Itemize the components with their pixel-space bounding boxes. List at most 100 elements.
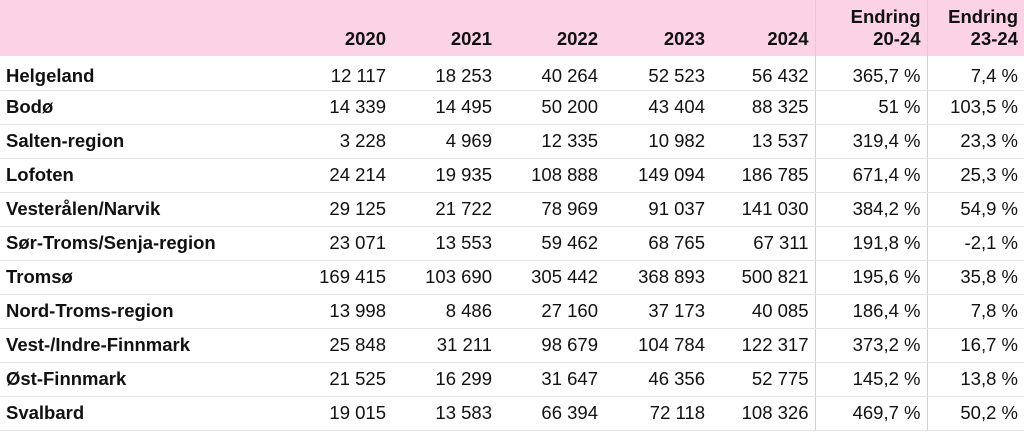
value-2024: 56 432: [711, 56, 815, 91]
value-2021: 103 690: [392, 260, 498, 295]
value-2021: 8 486: [392, 294, 498, 329]
header-endring-20-24-line2: 20-24: [873, 28, 921, 49]
value-2022: 305 442: [498, 260, 604, 295]
header-2023: 2023: [663, 28, 705, 49]
header-2022: 2022: [556, 28, 598, 49]
value-2023: 72 118: [604, 396, 711, 431]
table-row: Vest-/Indre-Finnmark 25 848 31 211 98 679 10…: [0, 328, 1024, 363]
change-23-24: 7,8 %: [926, 294, 1024, 329]
change-20-24: 51 %: [814, 90, 927, 125]
value-2022: 12 335: [498, 124, 604, 159]
value-2020: 13 998: [258, 294, 392, 329]
value-2020: 169 415: [258, 260, 392, 295]
value-2024: 500 821: [711, 260, 815, 295]
value-2021: 18 253: [392, 56, 498, 91]
header-endring-23-24: Endring 23-24: [926, 0, 1024, 56]
value-2022: 50 200: [498, 90, 604, 125]
value-2020: 21 525: [258, 362, 392, 397]
header-2021: 2021: [450, 28, 492, 49]
table-row: Salten-region 3 228 4 969 12 335 10 982 13 53…: [0, 124, 1024, 159]
table-row: Vesterålen/Narvik 29 125 21 722 78 969 91 03…: [0, 192, 1024, 227]
change-20-24: 469,7 %: [814, 396, 927, 431]
change-20-24: 145,2 %: [814, 362, 927, 397]
value-2023: 368 893: [604, 260, 711, 295]
change-23-24: 103,5 %: [926, 90, 1024, 125]
value-2021: 21 722: [392, 192, 498, 227]
change-20-24: 671,4 %: [814, 158, 927, 193]
change-20-24: 195,6 %: [814, 260, 927, 295]
value-2022: 40 264: [498, 56, 604, 91]
value-2022: 78 969: [498, 192, 604, 227]
table-row: Sør-Troms/Senja-region 23 071 13 553 59 462…: [0, 226, 1024, 261]
change-20-24: 186,4 %: [814, 294, 927, 329]
change-23-24: 25,3 %: [926, 158, 1024, 193]
value-2021: 14 495: [392, 90, 498, 125]
change-23-24: 7,4 %: [926, 56, 1024, 91]
change-20-24: 384,2 %: [814, 192, 927, 227]
value-2024: 186 785: [711, 158, 815, 193]
table-row: Øst-Finnmark 21 525 16 299 31 647 46 356 52 7…: [0, 362, 1024, 397]
value-2020: 14 339: [258, 90, 392, 125]
value-2023: 46 356: [604, 362, 711, 397]
region-cell: Vest-/Indre-Finnmark: [0, 328, 258, 363]
change-23-24: -2,1 %: [926, 226, 1024, 261]
change-23-24: 35,8 %: [926, 260, 1024, 295]
value-2020: 3 228: [258, 124, 392, 159]
change-20-24: 365,7 %: [814, 56, 927, 91]
change-23-24: 54,9 %: [926, 192, 1024, 227]
header-row: 2020 2021 2022 2023 2024 Endring 20-24 E…: [0, 0, 1024, 56]
value-2020: 29 125: [258, 192, 392, 227]
change-23-24: 16,7 %: [926, 328, 1024, 363]
region-cell: Tromsø: [0, 260, 258, 295]
value-2020: 19 015: [258, 396, 392, 431]
value-2024: 40 085: [711, 294, 815, 329]
value-2024: 141 030: [711, 192, 815, 227]
value-2022: 98 679: [498, 328, 604, 363]
table-row: Svalbard 19 015 13 583 66 394 72 118 108 326 4…: [0, 396, 1024, 431]
header-endring-20-24: Endring 20-24: [814, 0, 927, 56]
region-cell: Salten-region: [0, 124, 258, 159]
table-row: Tromsø 169 415 103 690 305 442 368 893 500 82…: [0, 260, 1024, 295]
value-2024: 88 325: [711, 90, 815, 125]
value-2023: 43 404: [604, 90, 711, 125]
value-2022: 31 647: [498, 362, 604, 397]
value-2020: 12 117: [258, 56, 392, 91]
value-2021: 13 583: [392, 396, 498, 431]
region-cell: Helgeland: [0, 56, 258, 91]
value-2023: 91 037: [604, 192, 711, 227]
value-2022: 27 160: [498, 294, 604, 329]
header-2020: 2020: [344, 28, 386, 49]
value-2021: 31 211: [392, 328, 498, 363]
value-2024: 67 311: [711, 226, 815, 261]
value-2021: 19 935: [392, 158, 498, 193]
header-region: [0, 0, 258, 56]
region-cell: Svalbard: [0, 396, 258, 431]
value-2023: 52 523: [604, 56, 711, 91]
region-cell: Sør-Troms/Senja-region: [0, 226, 258, 261]
value-2023: 37 173: [604, 294, 711, 329]
value-2023: 68 765: [604, 226, 711, 261]
value-2020: 25 848: [258, 328, 392, 363]
change-20-24: 191,8 %: [814, 226, 927, 261]
region-cell: Nord-Troms-region: [0, 294, 258, 329]
value-2022: 59 462: [498, 226, 604, 261]
change-20-24: 373,2 %: [814, 328, 927, 363]
value-2020: 23 071: [258, 226, 392, 261]
table-row: Bodø 14 339 14 495 50 200 43 404 88 325 51 % 10…: [0, 90, 1024, 125]
table-row: Helgeland 12 117 18 253 40 264 52 523 56 432 3…: [0, 56, 1024, 91]
table-body: Helgeland 12 117 18 253 40 264 52 523 56 432 3…: [0, 56, 1024, 431]
region-cell: Vesterålen/Narvik: [0, 192, 258, 227]
value-2024: 122 317: [711, 328, 815, 363]
value-2024: 108 326: [711, 396, 815, 431]
region-cell: Bodø: [0, 90, 258, 125]
header-endring-23-24-line2: 23-24: [970, 28, 1018, 49]
value-2024: 52 775: [711, 362, 815, 397]
header-2024: 2024: [767, 28, 809, 49]
value-2021: 16 299: [392, 362, 498, 397]
change-23-24: 13,8 %: [926, 362, 1024, 397]
value-2023: 104 784: [604, 328, 711, 363]
change-23-24: 23,3 %: [926, 124, 1024, 159]
value-2022: 66 394: [498, 396, 604, 431]
value-2024: 13 537: [711, 124, 815, 159]
